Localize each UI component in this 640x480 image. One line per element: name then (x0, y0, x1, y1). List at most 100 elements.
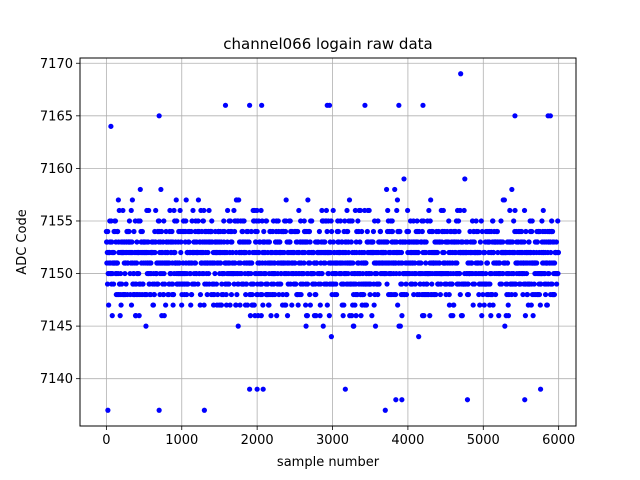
data-point (313, 291, 319, 298)
data-point (243, 281, 250, 287)
data-point (248, 228, 254, 235)
data-point (247, 313, 254, 319)
data-point (128, 302, 135, 308)
data-point (240, 228, 246, 235)
y-tick-label: 7155 (40, 214, 73, 229)
data-point (423, 260, 429, 266)
data-point (324, 302, 330, 308)
data-point (115, 228, 121, 235)
data-point (534, 239, 541, 245)
data-point (528, 302, 534, 308)
data-point (224, 207, 231, 214)
data-point (316, 228, 323, 235)
data-point (349, 218, 355, 224)
data-point (281, 249, 287, 256)
data-point (126, 218, 133, 224)
data-point (205, 249, 211, 256)
data-point (482, 249, 488, 256)
data-point (174, 218, 180, 224)
data-point (155, 281, 161, 287)
data-point (438, 281, 444, 287)
data-point (282, 228, 289, 235)
data-point (278, 281, 284, 287)
data-point (454, 260, 460, 266)
data-point (330, 207, 336, 214)
data-point (496, 313, 502, 319)
data-point (418, 260, 424, 266)
data-point (465, 291, 472, 298)
data-point (134, 260, 140, 266)
data-point (178, 249, 184, 256)
data-point (184, 291, 190, 298)
data-point (446, 291, 452, 298)
data-point (114, 260, 121, 266)
data-point (385, 207, 391, 214)
data-point (161, 270, 167, 277)
data-point (526, 239, 532, 245)
data-point (363, 302, 370, 308)
data-point (426, 207, 432, 214)
data-point (298, 291, 304, 298)
data-point (333, 291, 340, 298)
data-point (237, 260, 244, 266)
data-point (266, 302, 272, 308)
data-point (190, 207, 196, 214)
data-point (457, 270, 463, 277)
data-point (450, 313, 456, 319)
data-point (221, 228, 228, 235)
data-point (317, 313, 323, 319)
data-point (470, 302, 476, 308)
data-point (399, 281, 405, 287)
data-point (275, 218, 281, 224)
data-point (317, 281, 324, 287)
y-tick-label: 7170 (40, 57, 73, 72)
data-point (513, 281, 519, 287)
data-point (170, 302, 176, 308)
data-point (377, 228, 384, 235)
data-point (456, 228, 462, 235)
data-point (241, 218, 247, 224)
data-point (304, 313, 311, 319)
data-point (280, 291, 286, 298)
data-point (172, 249, 178, 256)
data-point (342, 218, 348, 224)
y-tick-label: 7160 (40, 162, 73, 177)
data-point (490, 249, 497, 256)
data-point (544, 302, 550, 308)
x-axis-ticks: 0 1000 2000 3000 4000 5000 6000 (102, 426, 575, 448)
data-point (129, 239, 135, 245)
data-point-outlier (247, 102, 253, 108)
data-point (185, 281, 191, 287)
data-point (420, 218, 427, 224)
data-point (511, 218, 517, 224)
data-point-outlier (512, 113, 518, 119)
data-point (117, 313, 123, 319)
data-point (471, 281, 478, 287)
data-point (412, 281, 418, 287)
data-point (467, 228, 473, 235)
data-point (542, 291, 549, 298)
data-point (289, 302, 295, 308)
data-point (396, 270, 403, 277)
data-point (433, 291, 439, 298)
data-point (301, 218, 307, 224)
data-point (129, 197, 135, 203)
data-point (521, 207, 528, 214)
data-point (494, 228, 500, 235)
data-point (158, 228, 165, 235)
data-point (488, 313, 494, 319)
data-point (152, 249, 158, 256)
data-point (229, 249, 236, 256)
data-point-outlier (105, 407, 111, 413)
data-point (122, 270, 128, 277)
data-point (227, 302, 233, 308)
data-point (451, 302, 457, 308)
data-point (405, 207, 411, 214)
data-point (259, 291, 265, 298)
data-point (226, 281, 232, 287)
data-point (399, 313, 405, 319)
data-point (403, 291, 410, 298)
data-point (260, 302, 266, 308)
data-point (441, 249, 447, 256)
y-tick-label: 7145 (40, 320, 73, 335)
